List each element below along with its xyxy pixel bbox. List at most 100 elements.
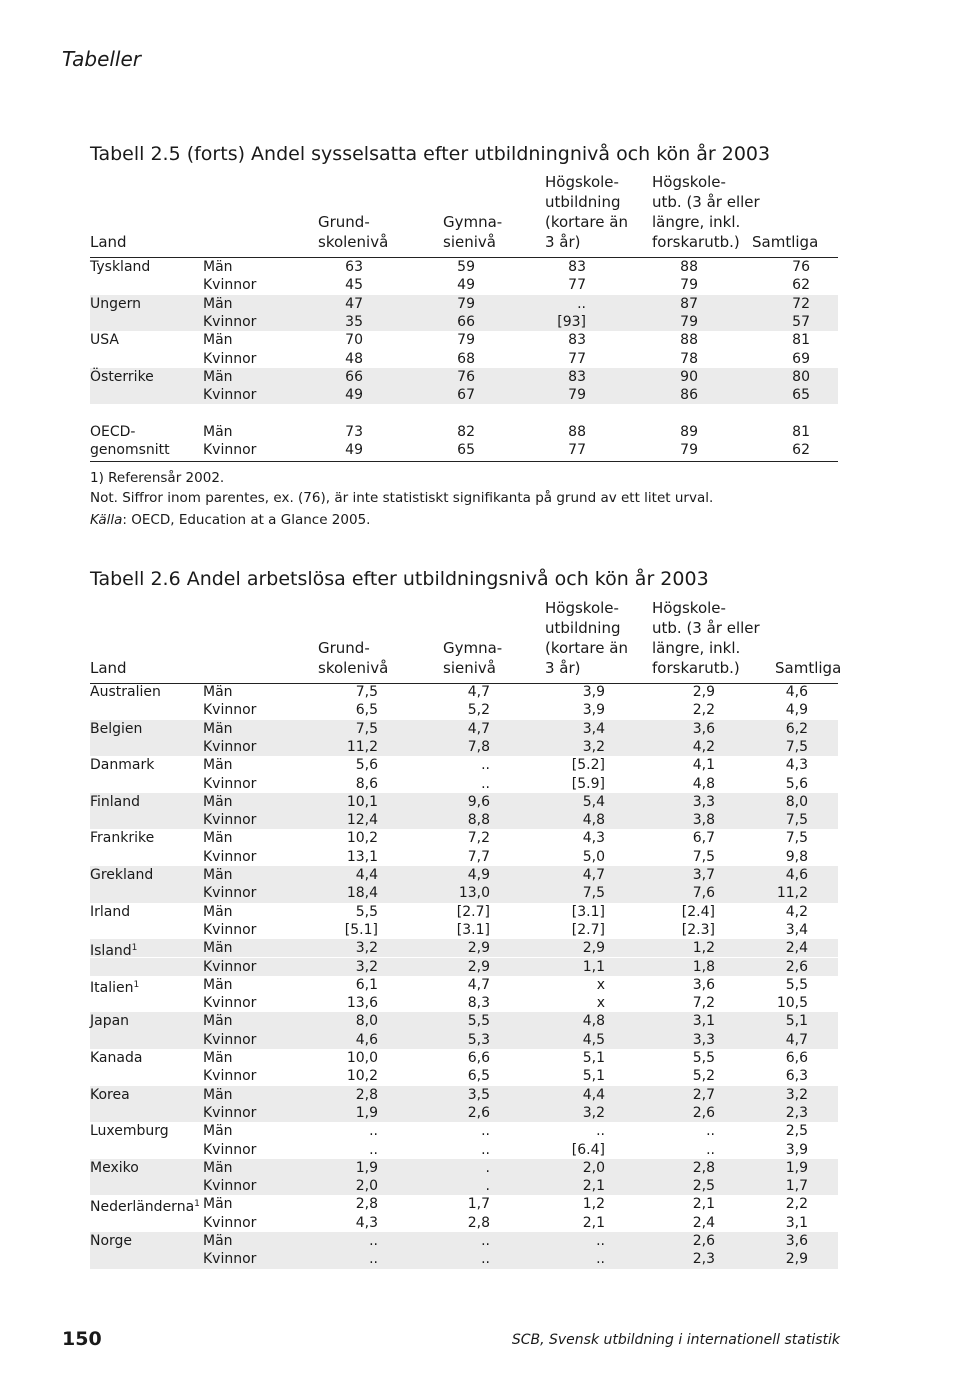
sex: Män: [203, 423, 233, 440]
value-cell: [5.9]: [571, 775, 605, 792]
value-cell: 3,2: [355, 940, 378, 957]
value-cell: 3,6: [692, 720, 715, 737]
sex: Kvinnor: [203, 738, 257, 755]
value-cell: ..: [481, 757, 490, 774]
value-cell: 4,3: [785, 757, 808, 774]
value-cell: 4,4: [355, 867, 378, 883]
row-shade: [90, 312, 838, 332]
value-cell: 9,8: [785, 848, 808, 865]
value-cell: 2,8: [355, 1086, 378, 1103]
value-cell: 70: [345, 332, 363, 349]
value-cell: 6,7: [692, 830, 715, 847]
value-cell: 88: [680, 259, 698, 275]
value-cell: 6,6: [785, 1050, 808, 1066]
row-shade: [90, 1030, 838, 1049]
row-shade: [90, 866, 838, 885]
sex: Kvinnor: [203, 1068, 257, 1085]
value-cell: 5,5: [467, 1013, 490, 1030]
country-name: Frankrike: [90, 830, 155, 847]
value-cell: 4,3: [355, 1214, 378, 1231]
value-cell: 66: [457, 313, 475, 330]
value-cell: ..: [706, 1123, 715, 1140]
value-cell: 2,9: [467, 958, 490, 975]
value-cell: 86: [680, 387, 698, 404]
country-name: USA: [90, 332, 119, 349]
value-cell: 76: [457, 368, 475, 385]
value-cell: 4,7: [467, 684, 490, 700]
sex: Män: [203, 720, 233, 737]
country: Nederländerna1: [90, 1195, 200, 1215]
value-cell: 2,9: [467, 940, 490, 957]
note-ref: 1: [131, 943, 138, 954]
value-cell: 2,6: [785, 958, 808, 975]
sex: Män: [203, 684, 233, 700]
sex: Kvinnor: [203, 885, 257, 902]
value-cell: 7,6: [692, 885, 715, 902]
sex: Kvinnor: [203, 958, 257, 975]
page-number: 150: [62, 1328, 102, 1350]
country: Australien: [90, 683, 161, 701]
value-cell: 3,3: [692, 793, 715, 810]
value-cell: ..: [369, 1123, 378, 1140]
column-header: Samtliga: [775, 659, 842, 677]
country-name: Finland: [90, 793, 141, 810]
value-cell: 47: [345, 295, 363, 312]
value-cell: 2,5: [692, 1178, 715, 1195]
sex: Kvinnor: [203, 387, 257, 404]
sex: Män: [203, 903, 233, 920]
value-cell: 62: [792, 442, 810, 458]
column-header: Land: [90, 659, 127, 677]
sex: Kvinnor: [203, 1141, 257, 1158]
value-cell: 79: [680, 313, 698, 330]
sex: Kvinnor: [203, 313, 257, 330]
value-cell: 2,6: [467, 1104, 490, 1121]
value-cell: 69: [792, 350, 810, 367]
row-shade: [90, 884, 838, 903]
value-cell: 1,9: [355, 1159, 378, 1176]
country-name: Danmark: [90, 757, 155, 774]
sex: Män: [203, 368, 233, 385]
row-shade: [90, 1012, 838, 1031]
sex: Män: [203, 830, 233, 847]
value-cell: 10,1: [346, 793, 378, 810]
value-cell: 7,5: [355, 684, 378, 700]
value-cell: 80: [792, 368, 810, 385]
value-cell: .: [485, 1178, 490, 1195]
value-cell: 79: [457, 332, 475, 349]
value-cell: 2,1: [692, 1196, 715, 1213]
value-cell: 3,8: [692, 812, 715, 829]
country: Kanada: [90, 1049, 142, 1067]
country: Norge: [90, 1232, 132, 1250]
value-cell: 1,9: [785, 1159, 808, 1176]
note-ref: 1: [194, 1199, 200, 1210]
value-cell: [93]: [557, 313, 586, 330]
value-cell: 3,1: [785, 1214, 808, 1231]
value-cell: ..: [596, 1233, 605, 1249]
value-cell: 81: [792, 423, 810, 440]
value-cell: ..: [596, 1251, 605, 1268]
row-shade: [90, 1232, 838, 1251]
value-cell: 2,9: [785, 1251, 808, 1268]
value-cell: ..: [706, 1141, 715, 1158]
sex: Kvinnor: [203, 848, 257, 865]
value-cell: 7,7: [467, 848, 490, 865]
value-cell: 3,2: [582, 738, 605, 755]
value-cell: 8,8: [467, 812, 490, 829]
value-cell: 2,8: [692, 1159, 715, 1176]
value-cell: 8,0: [355, 1013, 378, 1030]
value-cell: 83: [568, 368, 586, 385]
sex: Män: [203, 1233, 233, 1249]
row-shade: [90, 1250, 838, 1269]
value-cell: 78: [680, 350, 698, 367]
country: Italien1: [90, 976, 139, 996]
value-cell: 10,5: [776, 995, 808, 1012]
country: genomsnitt: [90, 441, 170, 459]
value-cell: ..: [369, 1233, 378, 1249]
country-name: Island: [90, 943, 132, 960]
value-cell: 1,8: [692, 958, 715, 975]
value-cell: 9,6: [467, 793, 490, 810]
value-cell: 5,5: [692, 1050, 715, 1066]
sex: Män: [203, 867, 233, 883]
value-cell: x: [596, 995, 605, 1012]
